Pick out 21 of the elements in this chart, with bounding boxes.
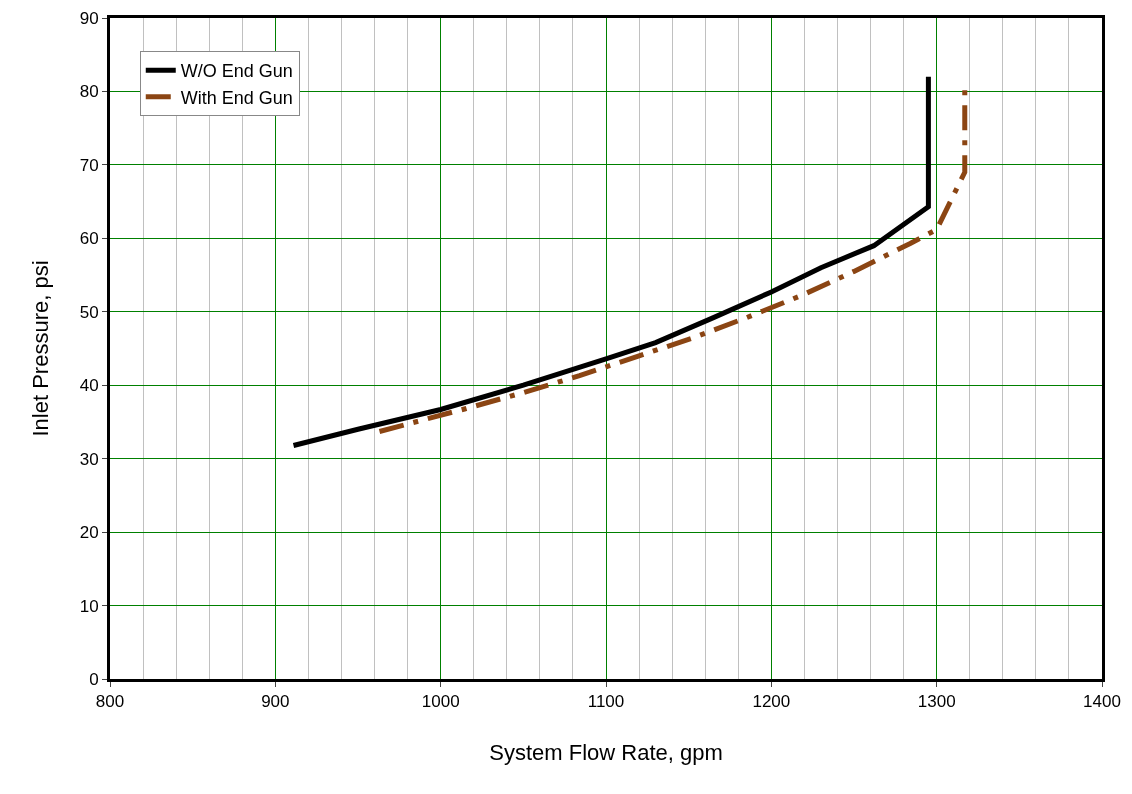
y-tick-label: 20 [79,523,99,543]
y-tick-label: 30 [79,449,99,469]
x-tick-label: 1300 [917,692,956,712]
y-tick-label: 0 [89,669,99,689]
x-tick-label: 1100 [587,692,625,712]
x-tick-label: 800 [95,692,125,712]
x-tick-label: 1400 [1083,692,1121,712]
y-tick-label: 70 [79,155,99,175]
x-tick-label: 1000 [421,692,460,712]
y-tick-label: 10 [79,596,99,616]
y-tick-label: 40 [79,376,99,396]
x-tick-label: 900 [261,692,290,712]
legend-label: With End Gun [180,87,293,108]
y-tick-label: 60 [79,229,99,249]
y-axis-title: Inlet Pressure, psi [28,260,54,437]
y-tick-label: 50 [79,302,99,322]
x-tick-label: 1200 [752,692,791,712]
y-tick-label: 90 [79,8,99,28]
x-axis-title: System Flow Rate, gpm [489,740,723,766]
legend-label: W/O End Gun [180,61,293,82]
y-tick-label: 80 [79,82,99,102]
